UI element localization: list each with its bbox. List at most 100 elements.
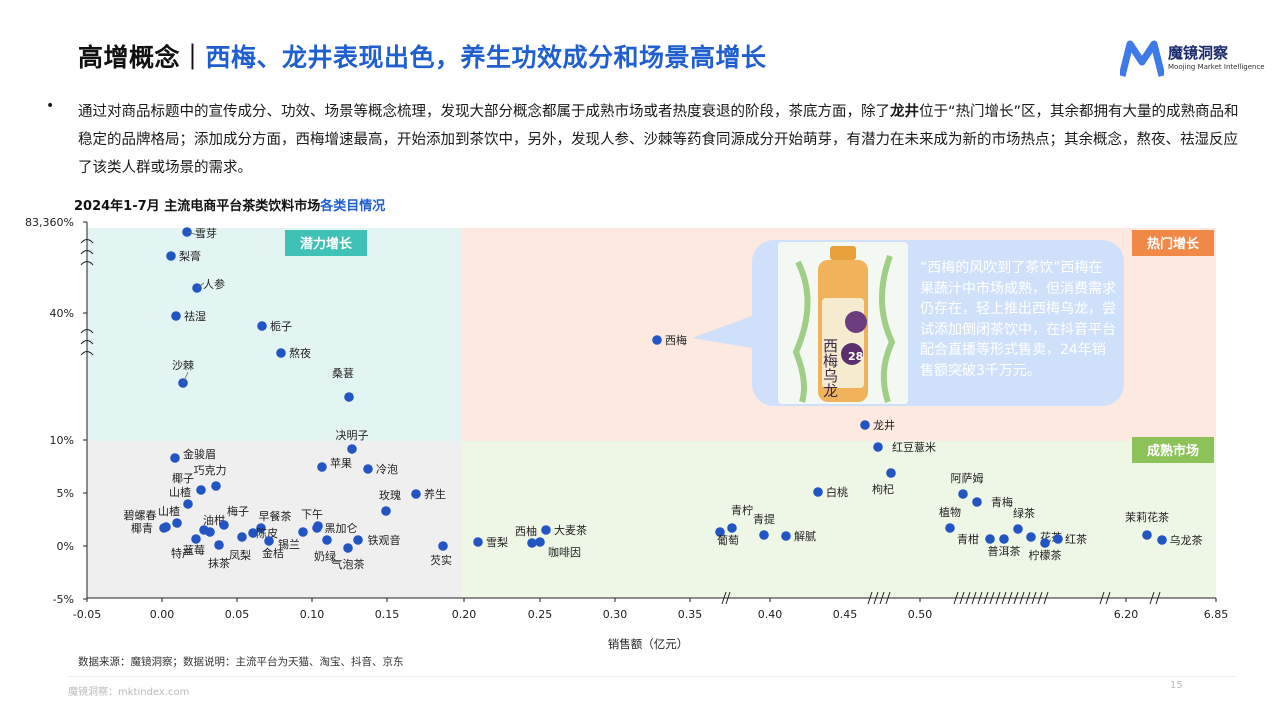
- page-number: 15: [1170, 680, 1183, 691]
- x-tick-label: 0.40: [758, 608, 783, 621]
- point-label: 红茶: [1065, 533, 1087, 546]
- point-label: 青柠: [731, 503, 753, 517]
- point-label: 奶绿: [314, 549, 336, 563]
- point-label: 抹茶: [208, 557, 230, 570]
- y-tick-label: 40%: [50, 307, 74, 320]
- x-axis-break-mark: [1007, 591, 1013, 605]
- point-label: 解腻: [794, 529, 816, 543]
- y-axis-break-mark: [80, 261, 94, 266]
- point-label: 蓝莓: [183, 544, 205, 557]
- product-bottle-icon: 西梅乌龙 28: [792, 246, 896, 403]
- point-label: 特产: [171, 546, 193, 560]
- data-point: [363, 464, 373, 474]
- x-tick-label: 0.05: [225, 608, 250, 621]
- callout-text: “西梅的风吹到了茶饮”西梅在果蔬汁中市场成熟，但消费需求仍存在，轻上推出西梅乌龙…: [920, 260, 1116, 379]
- data-point: [183, 499, 193, 509]
- point-label: 芡实: [430, 553, 452, 567]
- callout-pointer: [692, 316, 752, 348]
- x-axis-break-mark: [1149, 591, 1155, 605]
- x-axis-break-mark: [1099, 591, 1105, 605]
- x-tick-label: -0.05: [73, 608, 101, 621]
- x-axis-label: 销售额（亿元）: [608, 637, 689, 651]
- x-tick-label: 0.10: [300, 608, 325, 621]
- point-label: 下午: [301, 508, 323, 521]
- point-label: 西柚: [515, 524, 537, 538]
- footer-site: 魔镜洞察：mktindex.com: [68, 687, 190, 698]
- x-axis-break-mark: [1013, 591, 1019, 605]
- data-point: [196, 485, 206, 495]
- data-point: [527, 538, 537, 548]
- data-point: [473, 537, 483, 547]
- y-tick-label: 5%: [57, 487, 74, 500]
- x-axis-break-mark: [965, 591, 971, 605]
- data-point: [172, 518, 182, 528]
- x-tick-label: 0.35: [678, 608, 703, 621]
- x-axis-break-mark: [1031, 591, 1037, 605]
- data-point: [170, 453, 180, 463]
- data-source: 数据来源：魔镜洞察；数据说明：主流平台为天猫、淘宝、抖音、京东: [78, 656, 404, 668]
- data-point: [873, 442, 883, 452]
- x-axis-break-mark: [721, 591, 727, 605]
- x-axis-break-mark: [885, 591, 891, 605]
- point-label: 青柑: [957, 532, 979, 546]
- axes: 83,360% 40% 10% 5% 0% -5% -0.05 0.00 0.05 0.10 0.1…: [25, 216, 1228, 651]
- x-axis-break-mark: [1019, 591, 1025, 605]
- y-tick-label: 83,360%: [25, 216, 74, 229]
- point-label: 冷泡: [376, 462, 398, 476]
- point-label: 熬夜: [289, 346, 311, 360]
- intro-part2: 位于“热门增长”区，其余都拥有大量的成熟商品和稳定的品牌格局；添加成分方面，西梅…: [78, 104, 1239, 176]
- data-point: [166, 251, 176, 261]
- x-tick-label: 0.20: [452, 608, 477, 621]
- point-label: 沙棘: [172, 359, 194, 372]
- data-point: [860, 420, 870, 430]
- intro-part1: 通过对商品标题中的宣传成分、功效、场景等概念梳理，发现大部分概念都属于成熟市场或…: [78, 104, 890, 120]
- quadrant-declining-bg: [87, 441, 461, 598]
- data-point: [438, 541, 448, 551]
- data-point: [999, 534, 1009, 544]
- data-point: [205, 527, 215, 537]
- x-axis-break-mark: [983, 591, 989, 605]
- point-label: 桑葚: [332, 367, 354, 380]
- x-axis-break-mark: [977, 591, 983, 605]
- point-label: 龙井: [873, 418, 895, 432]
- chart-title-prefix: 2024年1-7月 主流电商平台茶类饮料市场: [74, 199, 321, 214]
- logo-en: Moojing Market Intelligence: [1168, 63, 1265, 71]
- point-label: 白桃: [826, 485, 848, 499]
- product-image: 西梅乌龙 28: [778, 242, 908, 404]
- data-point: [276, 348, 286, 358]
- data-point: [535, 537, 545, 547]
- y-axis-break-mark: [80, 250, 94, 255]
- intro-bold: 龙井: [890, 104, 919, 120]
- data-point: [1040, 538, 1050, 548]
- quadrant-label-potential-bg: [285, 230, 367, 256]
- data-point: [219, 520, 229, 530]
- point-label: 柠檬茶: [1029, 548, 1062, 562]
- chart-title-highlight: 各类目情况: [320, 199, 386, 214]
- intro-text: 通过对商品标题中的宣传成分、功效、场景等概念梳理，发现大部分概念都属于成熟市场或…: [78, 98, 1243, 182]
- quadrant-label-potential: 潜力增长: [300, 236, 353, 252]
- data-point: [256, 523, 266, 533]
- point-label: 凤梨: [229, 548, 251, 562]
- data-point: [781, 531, 791, 541]
- title-highlight: 西梅、龙井表现出色，养生功效成分和场景高增长: [205, 43, 767, 72]
- data-point: [727, 523, 737, 533]
- point-label: 碧螺春: [124, 509, 157, 522]
- x-tick-label: 6.85: [1204, 608, 1229, 621]
- x-axis-break-mark: [995, 591, 1001, 605]
- logo-cn: 魔镜洞察: [1168, 44, 1229, 62]
- data-point: [211, 481, 221, 491]
- x-axis-break-mark: [873, 591, 879, 605]
- point-label: 祛湿: [184, 309, 206, 323]
- data-point: [972, 497, 982, 507]
- point-label: 玫瑰: [379, 488, 401, 502]
- data-point: [945, 523, 955, 533]
- data-point: [317, 462, 327, 472]
- data-point: [1142, 530, 1152, 540]
- point-label: 枸杞: [872, 482, 894, 496]
- callout-box: 西梅乌龙 28 “西梅的风吹到了茶饮”西梅在果蔬汁中市场成熟，但消费需求仍存在，…: [752, 240, 1124, 406]
- x-axis-break-mark: [867, 591, 873, 605]
- leader-line: [196, 282, 205, 289]
- point-label: 巧克力: [194, 464, 227, 477]
- point-label: 梨膏: [179, 249, 201, 263]
- data-point: [257, 321, 267, 331]
